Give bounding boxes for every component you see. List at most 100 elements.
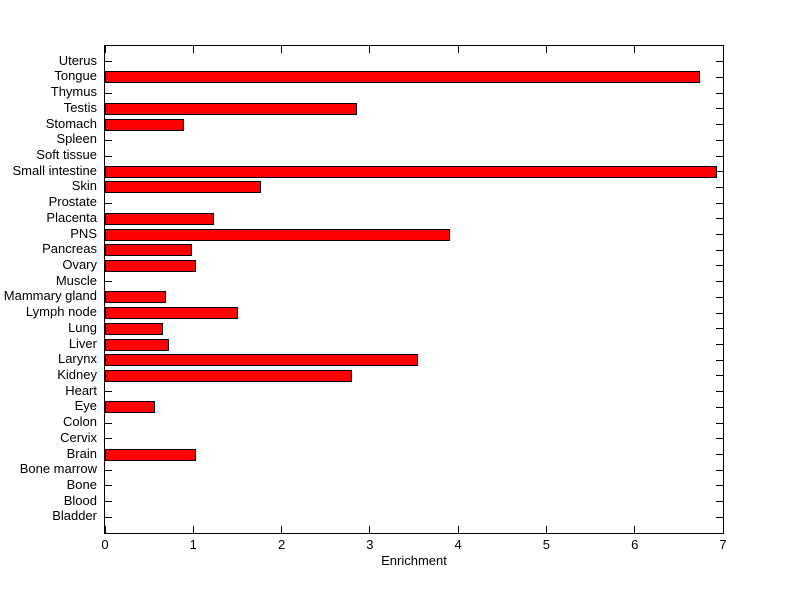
y-tick-right bbox=[716, 76, 723, 78]
y-tick-right bbox=[716, 501, 723, 503]
category-label: Larynx bbox=[57, 351, 97, 367]
y-tick-right bbox=[716, 61, 723, 63]
category-label: Prostate bbox=[48, 194, 97, 210]
y-tick-left bbox=[105, 92, 112, 94]
category-label: Kidney bbox=[57, 366, 97, 382]
y-tick-left bbox=[105, 139, 112, 141]
category-label: Bone bbox=[66, 476, 97, 492]
category-label: Skin bbox=[71, 178, 97, 194]
category-label: Liver bbox=[68, 335, 97, 351]
bar-mammary-gland bbox=[105, 291, 166, 304]
category-label: Bone marrow bbox=[19, 461, 97, 477]
plot-area bbox=[104, 45, 724, 534]
x-tick-top bbox=[634, 46, 636, 53]
y-tick-right bbox=[716, 406, 723, 408]
category-label: Tongue bbox=[54, 68, 97, 84]
x-tick-label: 4 bbox=[454, 537, 462, 552]
x-tick-top bbox=[104, 46, 106, 53]
category-label: Stomach bbox=[45, 115, 97, 131]
x-tick-label: 1 bbox=[189, 537, 197, 552]
y-tick-right bbox=[716, 359, 723, 361]
category-label: Spleen bbox=[56, 131, 97, 147]
category-label: Colon bbox=[63, 414, 97, 429]
y-tick-right bbox=[716, 124, 723, 125]
x-tick-label: 6 bbox=[631, 537, 639, 552]
bar-small-intestine bbox=[105, 165, 717, 178]
x-tick-bottom bbox=[369, 526, 371, 533]
y-tick-right bbox=[716, 296, 723, 298]
x-tick-top bbox=[457, 46, 459, 53]
category-label: Testis bbox=[63, 99, 97, 115]
y-tick-right bbox=[716, 281, 723, 283]
bar-placenta bbox=[105, 212, 214, 225]
y-tick-right bbox=[716, 249, 723, 251]
y-tick-right bbox=[716, 139, 723, 141]
category-label: Small intestine bbox=[12, 162, 97, 178]
x-tick-bottom bbox=[457, 526, 459, 533]
category-label: Pancreas bbox=[42, 241, 97, 257]
x-tick-top bbox=[722, 46, 724, 53]
category-label: Placenta bbox=[46, 209, 97, 225]
y-tick-left bbox=[105, 61, 112, 63]
y-tick-left bbox=[105, 501, 112, 503]
x-tick-label: 3 bbox=[366, 537, 374, 552]
bar-larynx bbox=[105, 354, 418, 367]
y-tick-right bbox=[716, 344, 723, 345]
y-tick-right bbox=[716, 202, 723, 204]
y-tick-left bbox=[105, 202, 112, 204]
y-tick-left bbox=[105, 155, 112, 157]
category-label: Lung bbox=[68, 319, 97, 335]
y-tick-left bbox=[105, 485, 112, 487]
bar-ovary bbox=[105, 259, 196, 272]
x-tick-bottom bbox=[722, 526, 724, 533]
category-label: Cervix bbox=[60, 429, 97, 445]
y-tick-right bbox=[716, 312, 723, 314]
y-tick-right bbox=[716, 438, 723, 440]
bar-pancreas bbox=[105, 244, 193, 257]
x-tick-label: 0 bbox=[101, 537, 109, 552]
y-tick-right bbox=[716, 218, 723, 220]
x-tick-label: 5 bbox=[542, 537, 550, 552]
y-tick-left bbox=[105, 469, 112, 471]
bar-liver bbox=[105, 338, 170, 351]
x-tick-label: 2 bbox=[277, 537, 286, 552]
x-tick-bottom bbox=[192, 526, 194, 533]
y-tick-left bbox=[105, 516, 112, 518]
bar-stomach bbox=[105, 118, 184, 131]
bar-kidney bbox=[105, 369, 353, 382]
category-label: PNS bbox=[70, 225, 97, 241]
y-tick-right bbox=[716, 454, 723, 455]
y-tick-left bbox=[105, 422, 112, 424]
category-label: Uterus bbox=[58, 52, 97, 68]
category-label: Thymus bbox=[50, 84, 97, 100]
category-label: Brain bbox=[66, 445, 97, 461]
x-tick-bottom bbox=[281, 526, 283, 533]
x-tick-bottom bbox=[634, 526, 636, 533]
y-tick-right bbox=[716, 171, 723, 173]
x-tick-top bbox=[369, 46, 371, 53]
category-label: Eye bbox=[74, 398, 97, 414]
bar-pns bbox=[105, 228, 451, 241]
y-tick-right bbox=[716, 391, 723, 393]
bar-brain bbox=[105, 448, 196, 461]
x-tick-top bbox=[545, 46, 547, 53]
bar-lung bbox=[105, 322, 164, 335]
x-axis-label: Enrichment bbox=[381, 553, 447, 568]
y-tick-right bbox=[716, 186, 723, 188]
bar-skin bbox=[105, 181, 262, 194]
category-label: Ovary bbox=[62, 256, 97, 272]
y-tick-right bbox=[716, 469, 723, 471]
y-tick-right bbox=[716, 328, 723, 330]
y-tick-left bbox=[105, 281, 112, 283]
y-tick-right bbox=[716, 516, 723, 518]
y-tick-right bbox=[716, 155, 723, 157]
x-tick-top bbox=[192, 46, 194, 53]
category-label: Blood bbox=[63, 492, 97, 508]
y-tick-right bbox=[716, 234, 723, 235]
category-label: Muscle bbox=[55, 272, 97, 288]
bar-testis bbox=[105, 102, 357, 115]
bar-eye bbox=[105, 401, 156, 414]
category-label: Lymph node bbox=[25, 304, 97, 320]
y-tick-right bbox=[716, 108, 723, 110]
